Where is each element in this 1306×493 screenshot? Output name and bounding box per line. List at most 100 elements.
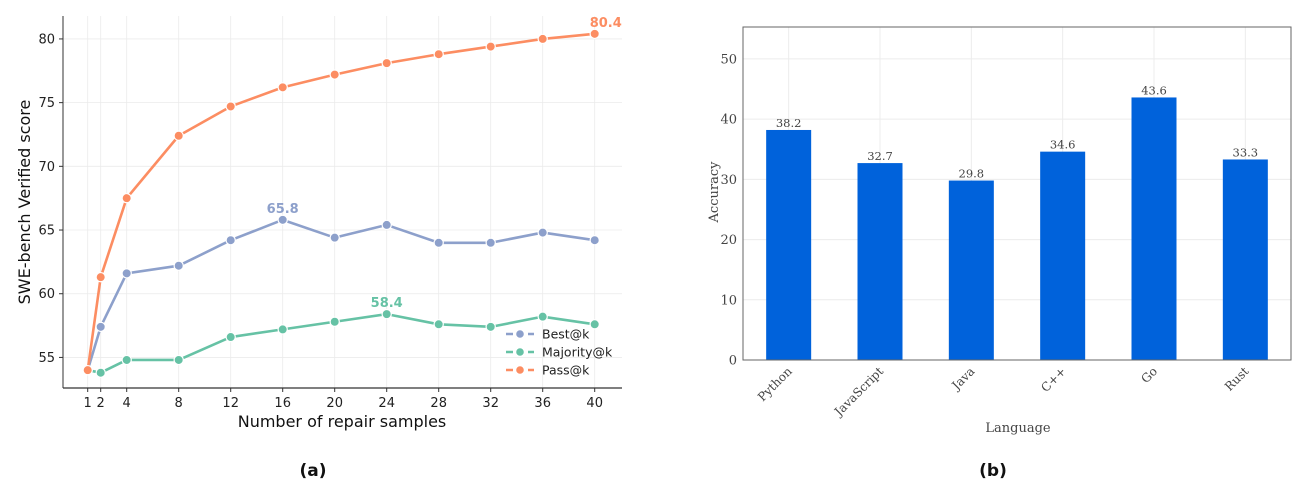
b-y-tick-label: 40 (720, 113, 737, 128)
a-y-axis-label: SWE-bench Verified score (15, 100, 34, 305)
data-point (225, 331, 236, 343)
b-plot-frame (742, 26, 1292, 361)
b-y-tick-label: 30 (720, 173, 737, 188)
bar-python (766, 129, 812, 360)
b-x-tick-label: Python (755, 364, 795, 404)
b-y-tick-label: 10 (720, 293, 737, 308)
data-point (433, 49, 444, 60)
bar-rust (1222, 159, 1268, 360)
data-point (95, 367, 106, 378)
bar-value-label: 29.8 (959, 167, 985, 181)
a-x-tick-label: 4 (123, 396, 131, 411)
bar-java (948, 180, 994, 360)
data-point (433, 319, 444, 330)
a-x-tick-label: 40 (586, 396, 603, 411)
a-x-tick-label: 20 (326, 396, 343, 411)
data-point (433, 237, 444, 248)
a-y-tick-label: 65 (38, 224, 55, 239)
a-y-tick-label: 60 (38, 287, 55, 302)
a-x-tick-label: 28 (430, 396, 447, 411)
b-x-ticks: Python JavaScript Java C++ Go Rust (755, 364, 1252, 420)
b-frame (742, 26, 1292, 361)
data-point (329, 69, 340, 80)
data-point (225, 101, 236, 112)
a-series (82, 28, 600, 378)
a-x-tick-label: 2 (97, 396, 105, 411)
a-caption: (a) (299, 461, 326, 481)
b-x-axis-label: Language (985, 421, 1051, 436)
bar-value-label: 43.6 (1141, 83, 1167, 97)
b-gridlines (743, 27, 1291, 361)
bar-value-label: 34.6 (1050, 138, 1076, 152)
legend-item: Majority@k (506, 345, 613, 360)
a-y-tick-label: 80 (38, 32, 55, 47)
legend-marker (515, 329, 525, 339)
b-y-tick-label: 50 (720, 52, 737, 67)
data-point (173, 130, 184, 141)
data-point (173, 354, 184, 366)
b-y-axis-label: Accuracy (707, 161, 722, 224)
a-x-tick-label: 16 (274, 396, 291, 411)
data-point (589, 235, 600, 246)
legend-item: Best@k (506, 327, 590, 342)
series-pass-at-k (82, 28, 600, 376)
series-best-at-k (82, 214, 600, 376)
b-x-tick-label: JavaScript (830, 364, 886, 420)
data-point (277, 214, 288, 226)
b-caption: (b) (979, 461, 1007, 481)
b-y-tick-label: 20 (720, 233, 737, 248)
data-annotation: 80.4 (590, 16, 622, 31)
data-point (485, 321, 496, 333)
legend-marker (515, 365, 525, 375)
a-gridlines (63, 16, 622, 388)
data-point (277, 324, 288, 335)
data-point (589, 319, 600, 330)
data-point (381, 219, 392, 231)
legend-marker (515, 347, 525, 357)
data-point (173, 260, 184, 271)
data-point (329, 316, 340, 327)
bar-value-label: 32.7 (867, 149, 893, 163)
a-x-tick-label: 36 (534, 396, 551, 411)
b-x-tick-label: Go (1138, 364, 1160, 386)
data-point (95, 321, 106, 333)
data-point (82, 364, 93, 376)
a-x-ticks: 1 2 4 8 12 16 20 24 28 32 36 40 (84, 388, 603, 411)
data-point (589, 28, 600, 40)
data-point (537, 227, 548, 238)
legend-item: Pass@k (506, 363, 590, 378)
legend-label: Pass@k (542, 363, 590, 378)
bar-go (1131, 97, 1177, 360)
a-y-ticks: 55 60 65 70 75 80 (38, 32, 63, 366)
data-point (537, 33, 548, 45)
b-y-ticks: 0 10 20 30 40 50 (720, 52, 737, 368)
b-value-labels: 38.2 32.7 29.8 34.6 43.6 33.3 (776, 83, 1258, 180)
b-x-tick-label: Rust (1222, 364, 1252, 394)
data-point (329, 232, 340, 243)
data-point (121, 268, 132, 279)
bar-cpp (1040, 151, 1086, 360)
a-x-tick-label: 32 (482, 396, 499, 411)
a-x-tick-label: 24 (378, 396, 395, 411)
a-legend: Best@k Majority@k Pass@k (506, 327, 613, 378)
data-point (95, 271, 106, 283)
b-x-tick-label: C++ (1038, 364, 1069, 395)
bar-value-label: 33.3 (1233, 145, 1259, 159)
legend-label: Best@k (542, 327, 590, 342)
data-point (277, 82, 288, 93)
b-y-tick-label: 0 (729, 354, 737, 369)
data-point (485, 41, 496, 52)
data-point (537, 311, 548, 322)
a-x-axis-label: Number of repair samples (238, 412, 447, 431)
a-axes (62, 16, 622, 389)
series-line (86, 218, 595, 371)
data-point (121, 192, 132, 204)
a-x-tick-label: 12 (222, 396, 239, 411)
data-point (381, 308, 392, 320)
a-annotations: 65.8 58.4 80.4 (267, 16, 622, 311)
legend-label: Majority@k (542, 345, 613, 360)
data-point (485, 237, 496, 248)
bar-javascript (857, 163, 903, 360)
